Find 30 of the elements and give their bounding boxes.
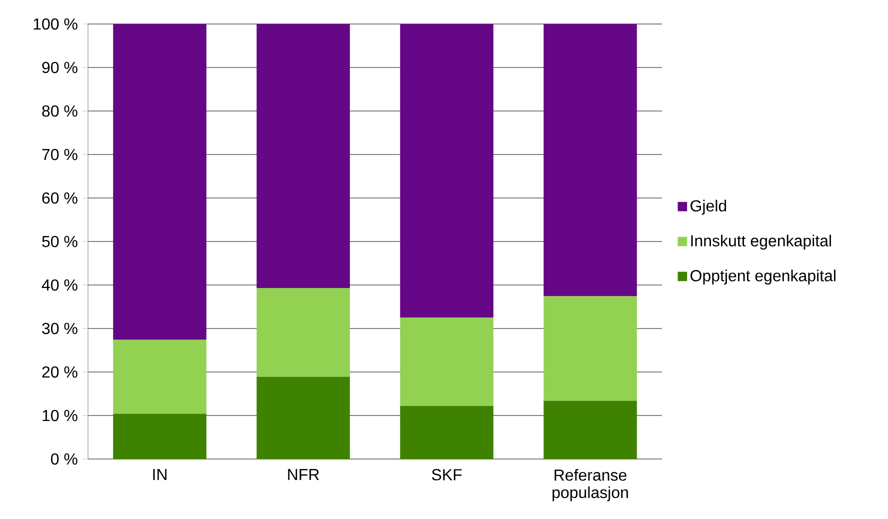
x-tick-label: NFR [288,469,319,480]
bar [113,24,206,340]
y-tick-label: 80 % [42,105,78,117]
y-tick-label: 90 % [42,62,78,74]
x-tick-label: Referanse populasjon [552,469,628,502]
y-tick-label: 0 % [51,453,78,465]
y-tick-label: 70 % [42,148,78,160]
bar [544,296,637,401]
bar [544,400,637,459]
legend-label: Opptjent egenkapital [690,270,836,285]
y-tick-label: 10 % [42,410,78,422]
bar [113,414,206,459]
x-tick-label: IN [153,469,166,480]
y-tick-label: 20 % [42,366,78,378]
x-tick-label: SKF [432,469,462,480]
bar [256,288,350,377]
y-tick-label: 100 % [34,18,78,30]
bar [400,318,494,406]
bar [400,24,494,318]
bar [256,24,350,288]
legend-label: Gjeld [690,200,726,215]
y-tick-label: 60 % [42,192,78,204]
bar [113,340,206,414]
bar [256,376,350,459]
y-tick-label: 30 % [42,322,78,334]
y-tick-label: 40 % [42,279,78,291]
bar [400,406,494,459]
bar [544,24,637,296]
legend-label: Innskutt egenkapital [691,234,831,250]
y-tick-label: 50 % [42,236,78,248]
